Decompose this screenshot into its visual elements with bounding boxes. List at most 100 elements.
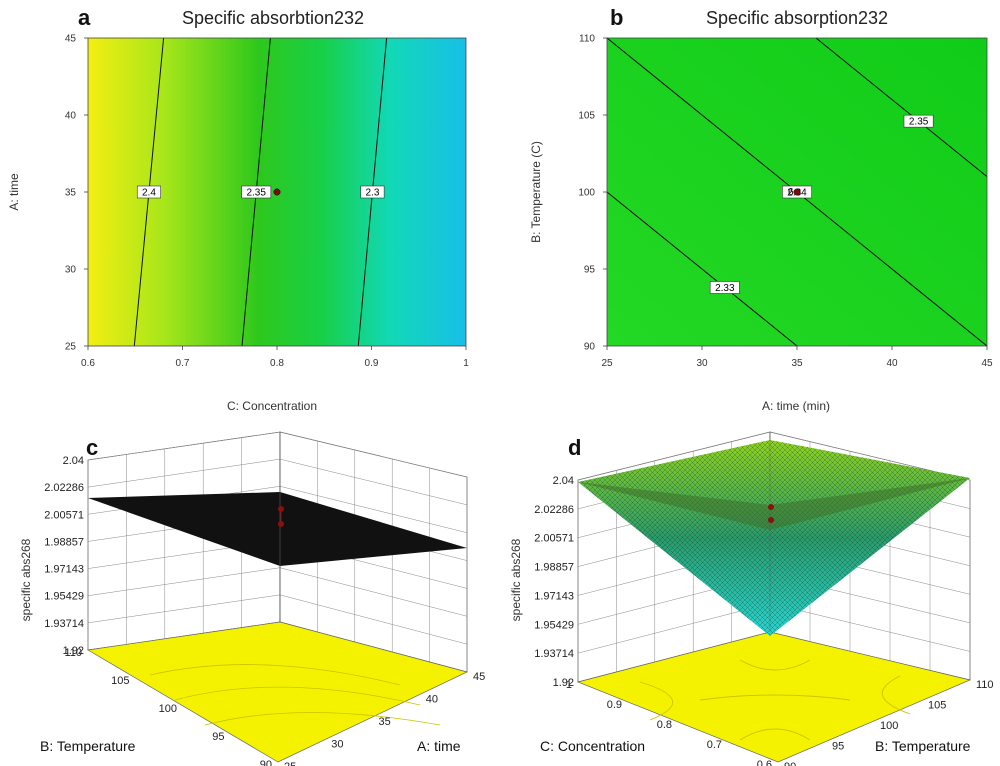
- panel-a-letter: a: [78, 5, 91, 30]
- panel-d-xlabel: C: Concentration: [540, 738, 645, 754]
- panel-c-zlabel: specific abs268: [19, 538, 33, 621]
- panel-b-title: Specific absorption232: [706, 8, 888, 28]
- x-tick-label: 90: [260, 759, 272, 766]
- contour-line: [606, 191, 798, 347]
- panel-a: a Specific absorbtion232 2.4 2.35 2.3 0.6 0…: [7, 5, 469, 413]
- x-tick-label: 0.8: [270, 358, 284, 369]
- panel-d-surface-ridge: [578, 478, 970, 530]
- panel-a-x-ticks: 0.6 0.7 0.8 0.9 1: [81, 346, 469, 369]
- panel-d-floor: [576, 631, 972, 763]
- panel-b-frame: [606, 37, 988, 347]
- panel-c-floor: [86, 621, 469, 763]
- y-tick-label: 100: [880, 720, 898, 732]
- panel-b-y-ticks: 90 95 100 105 110: [578, 34, 607, 353]
- panel-c-letter: c: [86, 435, 98, 460]
- panel-a-xlabel: C: Concentration: [227, 399, 317, 413]
- panel-d: d 1.92 1.93714 1.95429 1.97143 1.98857 2.0057…: [509, 431, 994, 766]
- y-tick-label: 105: [928, 700, 946, 712]
- panel-c-surface: [88, 492, 467, 566]
- y-tick-label: 30: [331, 739, 343, 751]
- y-tick-label: 25: [284, 761, 296, 766]
- y-tick-label: 95: [584, 265, 596, 276]
- y-tick-label: 35: [65, 188, 77, 199]
- x-tick-label: 30: [696, 358, 708, 369]
- x-tick-label: 40: [886, 358, 898, 369]
- z-tick-label: 1.98857: [44, 536, 84, 548]
- contour-label-box: [360, 185, 385, 199]
- x-tick-label: 0.6: [81, 358, 95, 369]
- contour-label-box: [136, 185, 161, 199]
- contour-label: 2.35: [909, 117, 929, 128]
- z-tick-label: 1.92: [553, 677, 574, 689]
- contour-line: [815, 37, 988, 177]
- panel-a-contours: 2.4 2.35 2.3: [133, 37, 388, 347]
- x-tick-label: 0.9: [365, 358, 379, 369]
- z-tick-label: 1.92: [63, 645, 84, 657]
- panel-c-y-ticks: 25 30 35 40 45: [284, 671, 485, 766]
- panel-b-contours: 2.332.342.356: [606, 37, 988, 347]
- panel-d-letter: d: [568, 435, 581, 460]
- x-tick-label: 1: [566, 679, 572, 691]
- panel-c-x-ticks: 90 95 100 105 110: [64, 647, 272, 766]
- panel-c-xlabel: B: Temperature: [40, 738, 136, 754]
- z-tick-label: 1.95429: [44, 591, 84, 603]
- panel-d-design-point: [768, 504, 774, 510]
- z-tick-label: 1.97143: [534, 590, 574, 602]
- panel-a-ylabel: A: time: [7, 173, 21, 211]
- z-tick-label: 2.04: [553, 475, 574, 487]
- x-tick-label: 0.8: [657, 719, 672, 731]
- x-tick-label: 105: [111, 675, 129, 687]
- x-tick-label: 0.6: [757, 759, 772, 766]
- z-tick-label: 1.93714: [534, 648, 574, 660]
- y-tick-label: 105: [578, 111, 595, 122]
- z-tick-label: 1.93714: [44, 618, 84, 630]
- z-tick-label: 1.95429: [534, 619, 574, 631]
- contour-label-box: [709, 281, 740, 294]
- y-tick-label: 35: [379, 716, 391, 728]
- z-tick-label: 2.00571: [534, 533, 574, 545]
- panel-d-surface-mesh: [578, 440, 970, 636]
- y-tick-label: 45: [65, 34, 77, 45]
- design-point: [793, 188, 801, 196]
- panel-b: b Specific absorption232 2.332.342.356 2…: [529, 5, 993, 413]
- x-tick-label: 0.7: [176, 358, 190, 369]
- panel-d-design-point-2: [768, 517, 774, 523]
- z-tick-label: 2.00571: [44, 509, 84, 521]
- design-point-label: 6: [788, 187, 794, 198]
- panel-d-x-ticks: 0.6 0.7 0.8 0.9 1: [566, 679, 772, 766]
- z-tick-label: 1.97143: [44, 564, 84, 576]
- panel-c: c 1.92 1.93714 1.95429 1.97143 1.98857 2.0057…: [19, 431, 485, 766]
- x-tick-label: 95: [212, 731, 224, 743]
- contour-label: 2.3: [365, 188, 379, 199]
- y-tick-label: 40: [426, 694, 438, 706]
- z-tick-label: 2.02286: [534, 504, 574, 516]
- y-tick-label: 45: [473, 671, 485, 683]
- y-tick-label: 95: [832, 741, 844, 753]
- y-tick-label: 30: [65, 265, 77, 276]
- panel-d-ylabel: B: Temperature: [875, 738, 971, 754]
- panel-c-ylabel: A: time: [417, 738, 461, 754]
- y-tick-label: 100: [578, 188, 595, 199]
- x-tick-label: 1: [463, 358, 469, 369]
- panel-d-zlabel: specific abs268: [509, 538, 523, 621]
- x-tick-label: 45: [981, 358, 993, 369]
- contour-label-box: [903, 114, 934, 128]
- panel-d-z-ticks: 1.92 1.93714 1.95429 1.97143 1.98857 2.00571 2…: [534, 475, 574, 689]
- x-tick-label: 100: [159, 703, 177, 715]
- panel-b-x-ticks: 25 30 35 40 45: [601, 346, 993, 369]
- panel-b-ylabel: B: Temperature (C): [529, 141, 543, 243]
- contour-label: 2.33: [715, 283, 735, 294]
- design-point: [273, 188, 281, 196]
- panel-a-y-ticks: 25 30 35 40 45: [65, 34, 88, 353]
- y-tick-label: 110: [579, 34, 595, 45]
- panel-d-y-ticks: 90 95 100 105 110: [784, 679, 994, 766]
- z-tick-label: 2.02286: [44, 482, 84, 494]
- x-tick-label: 25: [601, 358, 613, 369]
- contour-label: 2.4: [142, 188, 156, 199]
- panel-a-title: Specific absorbtion232: [182, 8, 364, 28]
- x-tick-label: 35: [791, 358, 803, 369]
- panel-a-frame: [87, 37, 467, 347]
- panel-c-floor-contours: [149, 664, 441, 726]
- panel-b-letter: b: [610, 5, 623, 30]
